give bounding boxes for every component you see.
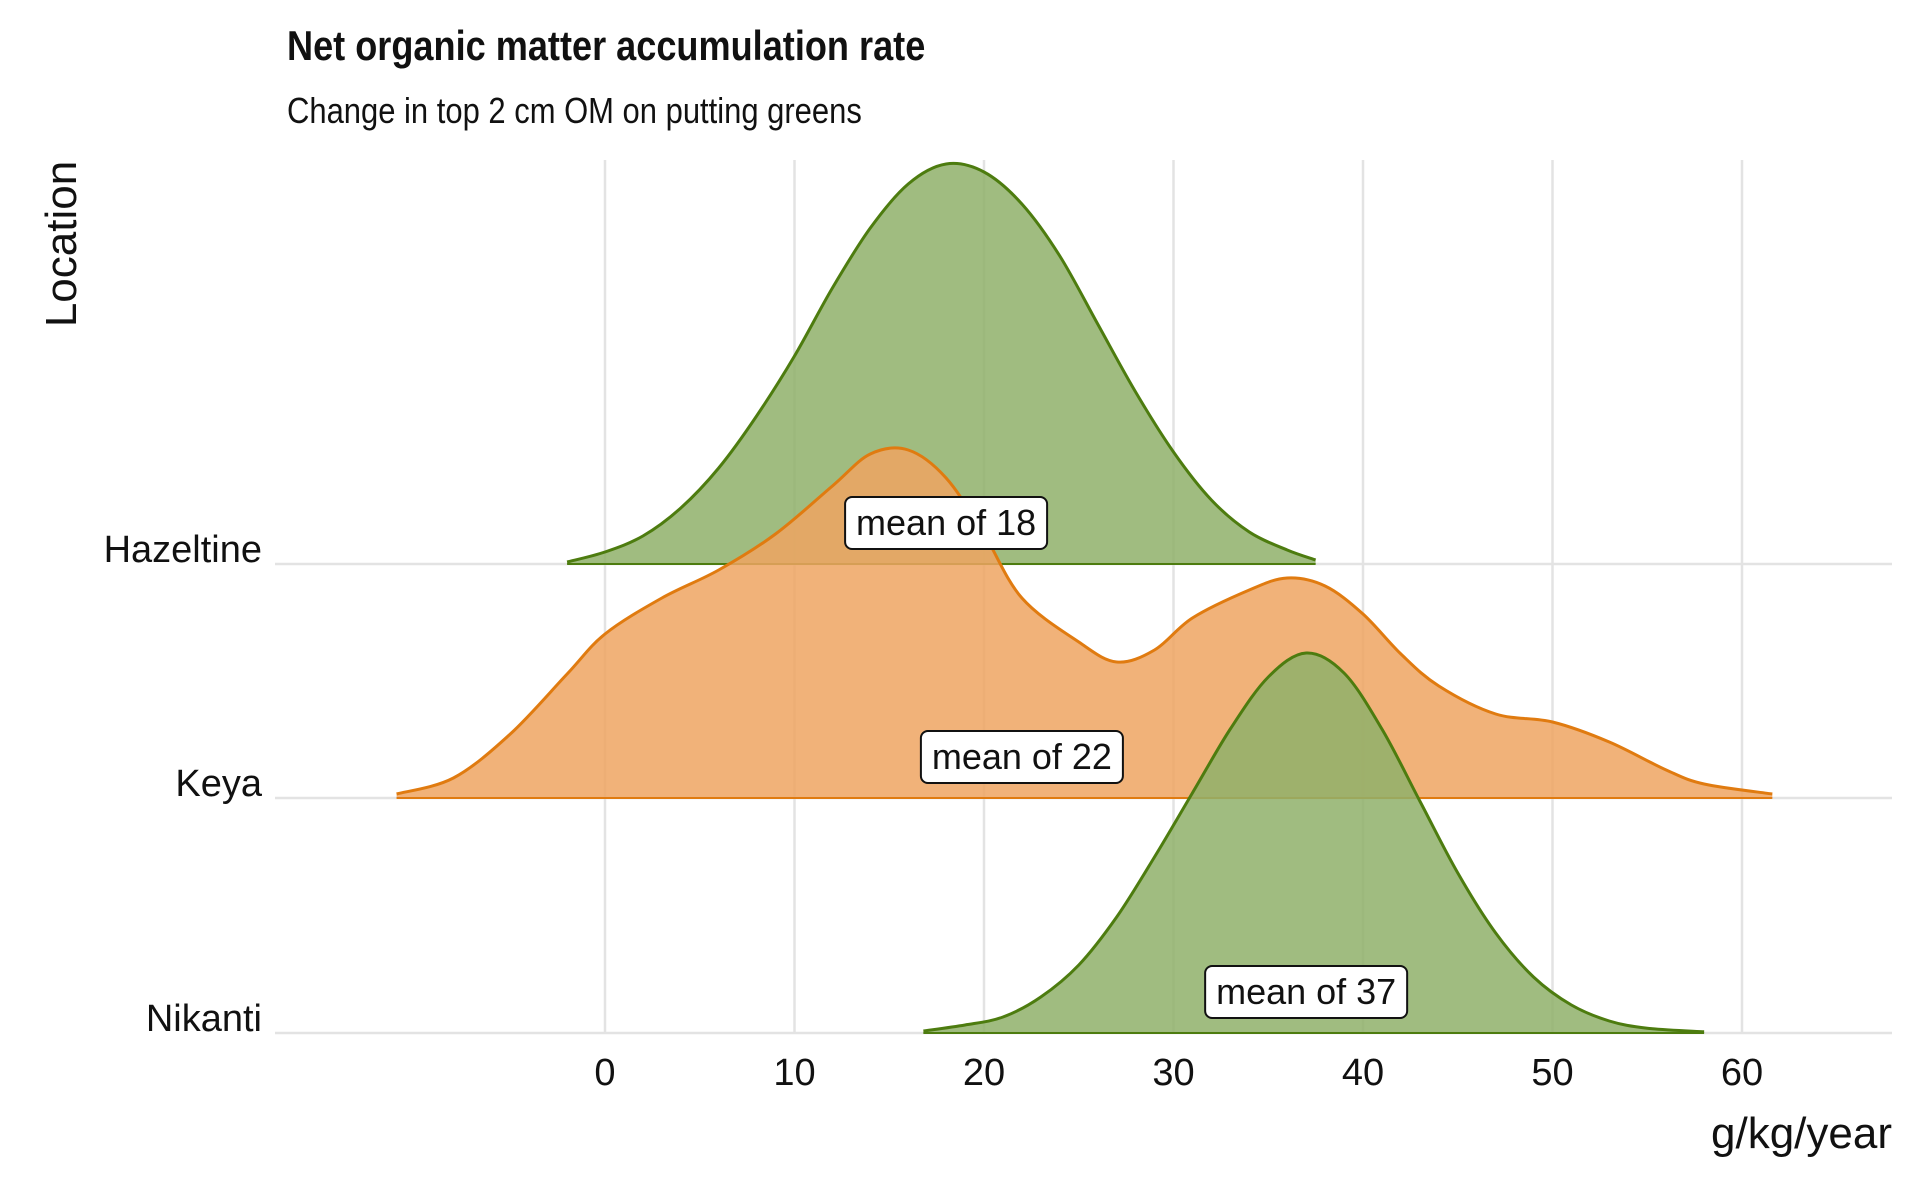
x-tick-label: 10 (773, 1052, 815, 1094)
chart-subtitle: Change in top 2 cm OM on putting greens (287, 90, 862, 131)
mean-label-keya: mean of 22 (919, 730, 1124, 784)
mean-label-text: mean of 22 (932, 736, 1112, 777)
x-tick-label: 30 (1152, 1052, 1194, 1094)
axis-layer: Hazeltine Keya Nikanti 0 10 20 30 40 50 60 (104, 529, 1764, 1094)
density-line-nikanti (923, 651, 1705, 1034)
y-category-label: Nikanti (146, 998, 262, 1040)
x-tick-label: 40 (1342, 1052, 1384, 1094)
mean-label-layer: mean of 18 mean of 22 mean of 37 (844, 496, 1409, 1019)
density-layer (396, 161, 1773, 1034)
density-area-hazeltine (567, 163, 1316, 564)
y-axis-title: Location (37, 161, 86, 327)
mean-label-text: mean of 18 (856, 502, 1036, 543)
x-axis-title: g/kg/year (1711, 1109, 1892, 1158)
mean-label-hazeltine: mean of 18 (844, 496, 1049, 550)
chart-title: Net organic matter accumulation rate (287, 22, 926, 69)
mean-label-box (844, 496, 1049, 550)
y-category-label: Keya (175, 763, 262, 805)
x-tick-label: 0 (594, 1052, 615, 1094)
mean-label-box (1204, 965, 1409, 1019)
y-category-label: Hazeltine (104, 529, 262, 571)
density-area-nikanti (923, 652, 1705, 1033)
mean-label-nikanti: mean of 37 (1204, 965, 1409, 1019)
x-tick-label: 60 (1721, 1052, 1763, 1094)
grid-layer (275, 160, 1892, 1035)
density-line-keya (396, 446, 1773, 796)
density-line-hazeltine (566, 161, 1317, 564)
mean-label-box (919, 730, 1124, 784)
density-area-keya (396, 447, 1773, 798)
x-tick-label: 50 (1531, 1052, 1573, 1094)
mean-label-text: mean of 37 (1216, 971, 1396, 1012)
x-tick-label: 20 (963, 1052, 1005, 1094)
